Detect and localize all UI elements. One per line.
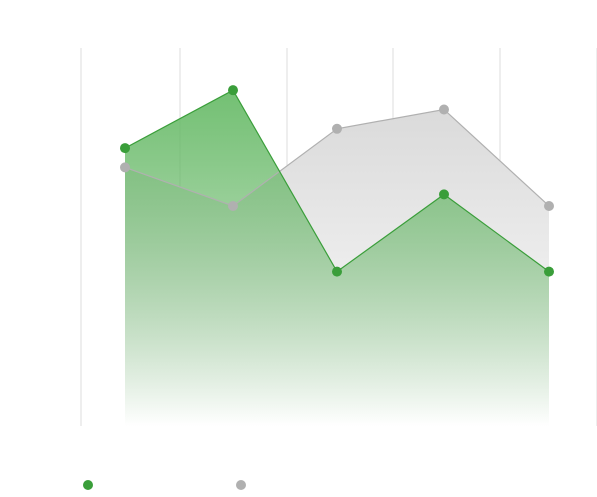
legend-marker-0: [83, 480, 93, 490]
legend-marker-1: [236, 480, 246, 490]
series-layer: [120, 85, 554, 427]
series-0-area: [125, 90, 549, 427]
series-0-point-4: [544, 266, 554, 277]
series-0-point-3: [439, 189, 449, 200]
series-1-point-1: [228, 200, 238, 211]
series-1-point-0: [120, 162, 130, 173]
series-0-point-1: [228, 85, 238, 96]
series-0-point-2: [332, 266, 342, 277]
series-1-point-4: [544, 200, 554, 211]
series-1-point-3: [439, 104, 449, 115]
series-1-point-2: [332, 123, 342, 134]
legend[interactable]: [83, 480, 246, 490]
series-0-point-0: [120, 143, 130, 154]
legend-item-0[interactable]: [83, 480, 93, 490]
legend-item-1[interactable]: [236, 480, 246, 490]
